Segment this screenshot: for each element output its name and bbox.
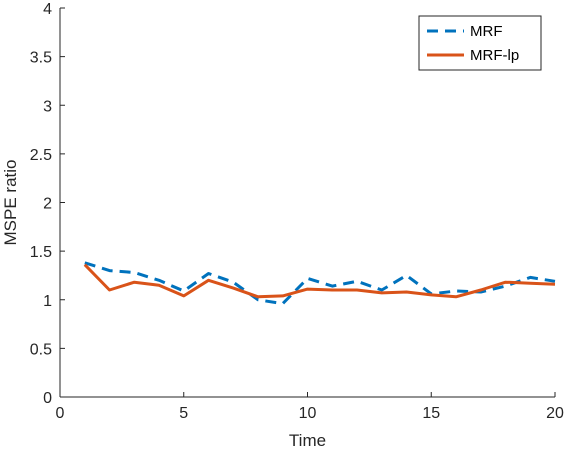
- y-axis-title: MSPE ratio: [1, 160, 20, 246]
- x-axis-title: Time: [289, 431, 326, 449]
- y-tick-label: 2: [43, 196, 52, 213]
- x-tick-label: 10: [299, 405, 317, 422]
- x-tick-label: 20: [546, 405, 564, 422]
- axes: 0 5 10 15 20 0 0.5 1 1.5 2 2.5 3 3.5 4: [30, 1, 564, 422]
- y-tick-label: 0.5: [30, 341, 52, 358]
- y-tick-label: 4: [43, 1, 52, 18]
- legend-box: [418, 15, 542, 71]
- legend-label: MRF: [470, 23, 503, 40]
- y-tick-label: 3.5: [30, 50, 52, 67]
- legend: MRF MRF-lp: [418, 15, 542, 71]
- series-line-mrf-lp: [83, 263, 556, 299]
- legend-label: MRF-lp: [470, 47, 519, 64]
- y-tick-label: 1.5: [30, 244, 52, 261]
- x-tick-label: 5: [179, 405, 188, 422]
- x-tick-label: 15: [422, 405, 440, 422]
- series-layer: [83, 261, 556, 306]
- y-tick-label: 3: [43, 98, 52, 115]
- y-tick-label: 0: [43, 390, 52, 407]
- y-tick-label: 2.5: [30, 147, 52, 164]
- y-tick-label: 1: [43, 293, 52, 310]
- x-tick-label: 0: [56, 405, 65, 422]
